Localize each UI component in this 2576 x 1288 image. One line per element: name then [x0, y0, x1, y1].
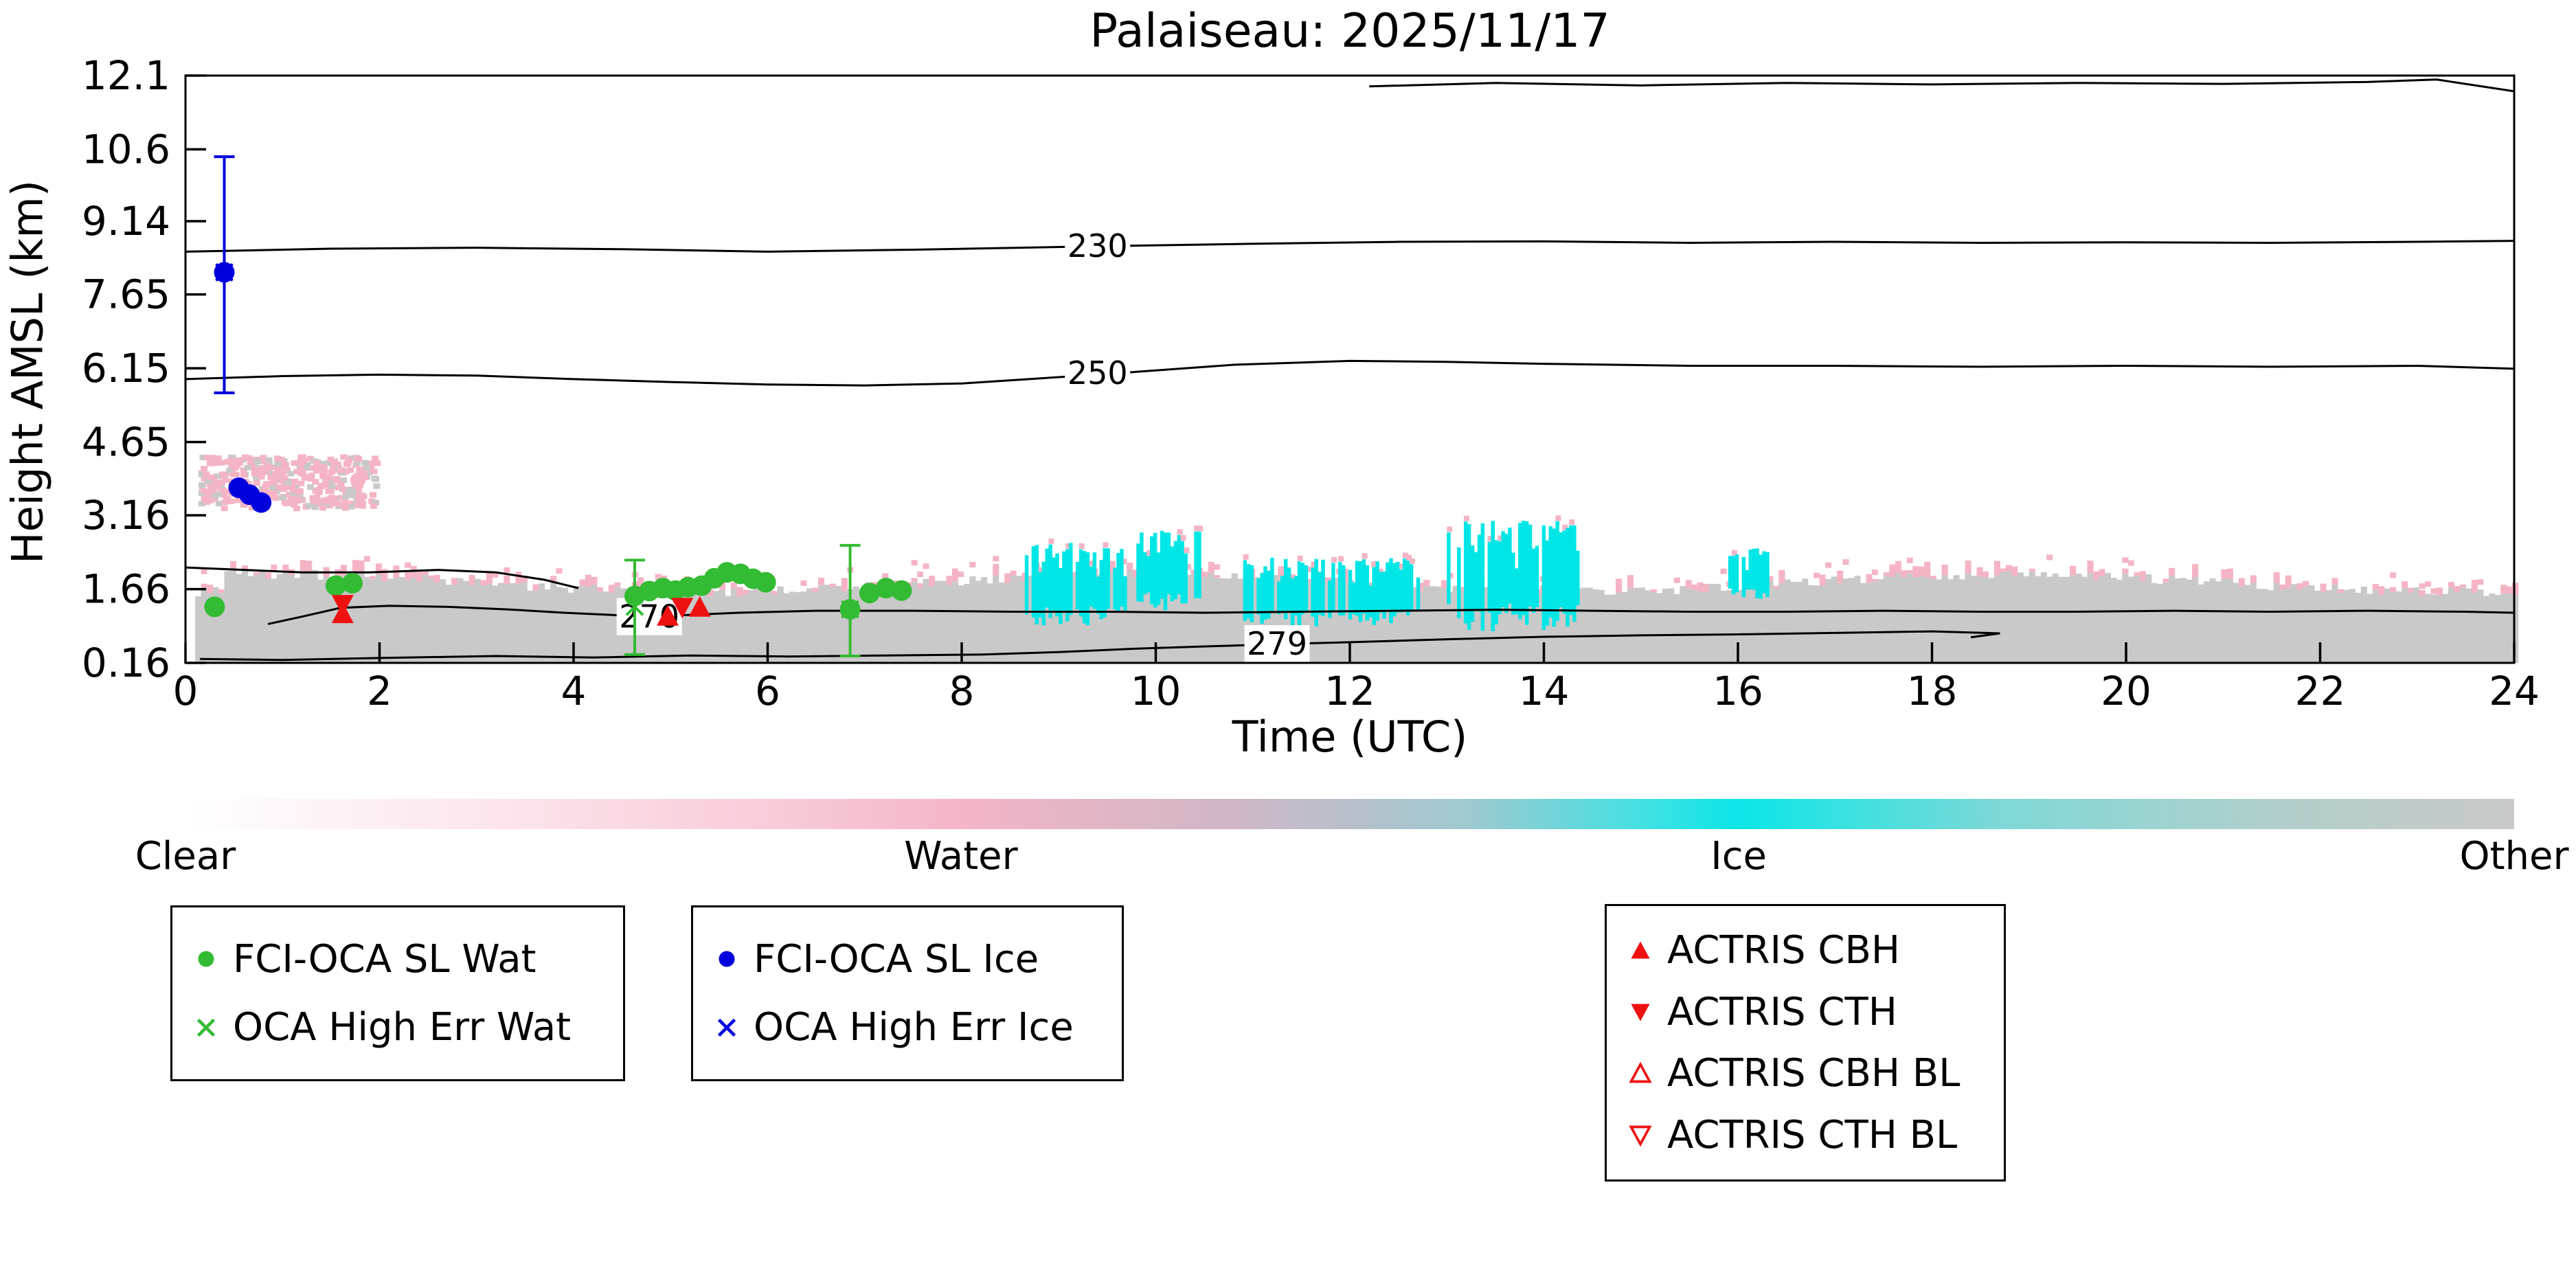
legend-label: OCA High Err Wat	[233, 1005, 572, 1050]
x-marker-icon	[717, 1018, 736, 1037]
circle-marker-icon	[719, 951, 735, 967]
colorbar-label-clear: Clear	[135, 834, 236, 879]
legend-item-actris-cth: ACTRIS CTH	[1625, 990, 1997, 1035]
x-axis-label: Time (UTC)	[1232, 712, 1468, 762]
contour-label: 230	[1067, 227, 1128, 264]
legend-label: ACTRIS CBH	[1667, 928, 1901, 973]
chart-title: Palaiseau: 2025/11/17	[1089, 4, 1610, 58]
legend-item-oca-high-err-wat: OCA High Err Wat	[190, 1005, 616, 1050]
legend-item-fci-oca-sl-ice: FCI-OCA SL Ice	[711, 937, 1115, 982]
colorbar-label-other: Other	[2459, 834, 2569, 879]
triangle-down-open-icon	[1629, 1125, 1652, 1147]
x-tick-label: 10	[1131, 668, 1182, 714]
data-point	[755, 572, 776, 593]
data-point	[331, 595, 354, 616]
data-point	[875, 578, 896, 599]
x-tick-label: 12	[1324, 668, 1375, 714]
x-tick-label: 0	[173, 668, 199, 714]
y-tick-label: 12.1	[82, 52, 170, 99]
legend-label: ACTRIS CBH BL	[1667, 1051, 1961, 1096]
triangle-up-icon	[1631, 941, 1650, 959]
x-tick-label: 6	[755, 668, 780, 714]
legend-item-fci-oca-sl-wat: FCI-OCA SL Wat	[190, 937, 616, 982]
colorbar-labels: Clear Water Ice Other	[135, 834, 2569, 882]
y-tick-label: 1.66	[82, 566, 170, 613]
y-tick-label: 4.65	[82, 418, 170, 465]
contour-line	[200, 630, 2000, 662]
legend-label: ACTRIS CTH BL	[1667, 1112, 1958, 1157]
legend-label: OCA High Err Ice	[754, 1005, 1074, 1050]
legend-item-actris-cth-bl: ACTRIS CTH BL	[1625, 1113, 1997, 1157]
legend-box-ice: FCI-OCA SL Ice OCA High Err Ice	[691, 905, 1124, 1081]
contour-line	[185, 566, 579, 589]
x-marker-icon	[196, 1018, 216, 1037]
x-tick-label: 16	[1713, 668, 1763, 714]
x-tick-label: 4	[561, 668, 587, 714]
x-tick-label: 20	[2101, 668, 2151, 714]
legend-label: ACTRIS CTH	[1667, 989, 1897, 1035]
data-point	[657, 605, 679, 626]
legend-item-oca-high-err-ice: OCA High Err Ice	[711, 1005, 1115, 1050]
contour-label: 250	[1067, 354, 1128, 392]
x-tick-label: 24	[2489, 668, 2540, 714]
legend-item-actris-cbh: ACTRIS CBH	[1625, 928, 1997, 973]
y-tick-label: 9.14	[82, 198, 170, 245]
y-tick-label: 7.65	[82, 271, 170, 318]
triangle-down-icon	[1631, 1004, 1650, 1021]
contour-line	[1369, 78, 2515, 93]
contour-line	[185, 359, 2515, 387]
data-point	[688, 596, 711, 617]
cloud-mask	[195, 454, 2519, 663]
data-point	[671, 598, 694, 619]
contour-line	[267, 605, 2515, 625]
x-tick-label: 22	[2295, 668, 2346, 714]
data-point	[891, 580, 912, 601]
x-tick-label: 2	[367, 668, 392, 714]
data-point	[251, 492, 272, 513]
legend-item-actris-cbh-bl: ACTRIS CBH BL	[1625, 1051, 1997, 1096]
data-point	[325, 575, 346, 596]
y-tick-label: 6.15	[82, 345, 170, 392]
legend-box-water: FCI-OCA SL Wat OCA High Err Wat	[170, 905, 625, 1081]
legend-label: FCI-OCA SL Wat	[233, 936, 536, 982]
contour-label: 279	[1247, 625, 1307, 662]
colorbar-label-ice: Ice	[1710, 834, 1767, 879]
data-point	[859, 583, 880, 604]
circle-marker-icon	[198, 951, 214, 967]
x-tick-label: 8	[949, 668, 975, 714]
colorbar	[185, 799, 2514, 829]
data-point	[204, 596, 225, 618]
x-tick-label: 14	[1519, 668, 1570, 714]
legend-label: FCI-OCA SL Ice	[754, 936, 1039, 982]
colorbar-label-water: Water	[904, 834, 1018, 879]
legend-box-actris: ACTRIS CBH ACTRIS CTH ACTRIS CBH BL ACTR…	[1605, 904, 2006, 1182]
triangle-up-open-icon	[1629, 1061, 1652, 1083]
y-tick-label: 3.16	[82, 492, 170, 539]
data-point	[341, 572, 363, 594]
x-tick-label: 18	[1907, 668, 1958, 714]
contour-line	[185, 240, 2515, 253]
y-tick-label: 0.16	[82, 640, 170, 686]
y-tick-label: 10.6	[82, 126, 170, 172]
